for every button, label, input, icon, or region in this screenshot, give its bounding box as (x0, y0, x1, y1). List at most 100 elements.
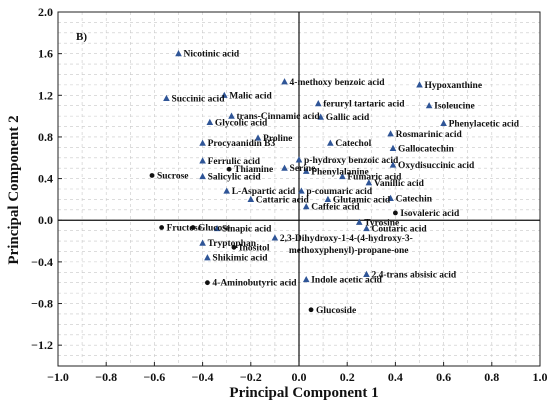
point-marker-isovaleric-acid (393, 210, 398, 216)
y-tick-label: −0.8 (31, 297, 53, 311)
point-label-oxydisuccinic-acid: Oxydisuccinic acid (398, 161, 475, 171)
point-marker-phenylalanine (302, 167, 310, 174)
point-label-serine: Serine (290, 164, 316, 174)
point-marker-ferrulic-acid (199, 157, 206, 164)
point-label-indole-acetic-acid: Indole acetic acid (311, 276, 382, 286)
point-marker-glutamic-acid (324, 195, 332, 203)
point-labels: Nicotinic acid 4-methoxy benzoic acid Hypo… (157, 50, 520, 316)
y-axis-title: Principal Component 2 (6, 115, 22, 264)
point-label-p-hydroxy-benzoic-acid: p-hydroxy benzoic acid (304, 156, 399, 166)
x-axis-ticks: −1.0 −0.8 −0.6 −0.4 −0.2 0.0 0.2 0.4 0.6 0.8 1.0 (47, 362, 548, 384)
point-marker-proline (254, 134, 262, 141)
point-marker-indole-acetic-acid (302, 275, 310, 283)
point-label-procyaanidin-b3: Procyaanidin B3 (208, 139, 276, 149)
point-marker-p-hydroxy-benzoic-acid (295, 156, 303, 163)
point-marker-gallic-acid (317, 113, 324, 120)
point-marker-feruryl-tartaric-acid (314, 100, 322, 107)
x-tick-label: 0.6 (436, 370, 451, 384)
point-marker-shikimic-acid (204, 254, 211, 261)
point-marker-nicotinic-acid (175, 50, 182, 57)
y-tick-label: 0.0 (38, 213, 53, 227)
point-label-glucose: Glucose (198, 224, 230, 234)
point-marker-caffeic-acid (302, 203, 310, 210)
point-label-caffeic-acid: Caffeic acid (311, 203, 360, 213)
point-label-shikimic-acid: Shikimic acid (212, 254, 268, 264)
y-tick-label: 0.8 (38, 130, 53, 144)
point-marker-catechol (327, 139, 334, 146)
point-label-rosmarinic-acid: Rosmarinic acid (396, 130, 463, 140)
point-label-inositol: Inositol (239, 243, 270, 253)
point-label-phenylalanine: Phenylalanine (311, 167, 369, 177)
point-marker-procyaanidin-b3 (199, 139, 206, 146)
x-tick-label: −0.2 (240, 370, 262, 384)
point-label-l-aspartic-acid: L-Aspartic acid (232, 187, 296, 197)
x-tick-label: 0.0 (292, 370, 307, 384)
point-label-nicotinic-acid: Nicotinic acid (184, 50, 240, 60)
point-label-sucrose: Sucrose (157, 171, 189, 181)
point-label-glucoside: Glucoside (316, 306, 356, 316)
point-marker-gallocatechin (389, 144, 397, 151)
point-label-hypoxanthine: Hypoxanthine (425, 81, 483, 91)
y-axis-ticks: 2.0 1.6 1.2 0.8 0.4 0.0 −0.4 −0.8 −1.2 (31, 5, 62, 352)
point-label-salicylic-acid: Salicylic acid (208, 173, 262, 183)
point-label-catechol: Catechol (335, 139, 371, 149)
point-marker-catechin (387, 194, 394, 201)
point-marker-inositol (231, 244, 237, 250)
point-marker-fructose (159, 225, 165, 230)
point-marker-glucose (190, 225, 196, 230)
point-label-gallocatechin: Gallocatechin (398, 144, 455, 154)
point-marker-rosmarinic-acid (387, 130, 394, 137)
point-marker-cattaric-acid (247, 195, 255, 203)
y-tick-label: −1.2 (31, 338, 53, 352)
point-marker-vanillic-acid (365, 179, 373, 186)
point-label-sinapic-acid: Sinapic acid (222, 225, 272, 235)
x-tick-label: 0.8 (484, 370, 499, 384)
x-tick-label: −0.8 (95, 370, 117, 384)
point-label-p-coumaric-acid: p-coumaric acid (306, 187, 372, 197)
point-label-isoleucine: Isoleucine (434, 102, 475, 112)
point-label-succinic-acid: Succinic acid (171, 94, 225, 104)
point-label-isovaleric-acid: Isovaleric acid (400, 209, 460, 219)
point-label-proline: Proline (263, 134, 292, 144)
point-label-tyrosine: Tyrosine (364, 218, 399, 228)
x-tick-label: −1.0 (47, 370, 69, 384)
y-tick-label: −0.4 (31, 255, 53, 269)
point-label-vanillic-acid: Vanillic acid (374, 179, 425, 189)
y-tick-label: 1.2 (38, 88, 53, 102)
point-marker-tyrosine (355, 218, 363, 225)
point-marker-salicylic-acid (199, 172, 206, 180)
point-label-coutaric-acid: Coutaric acid (371, 225, 427, 235)
point-marker-oxydisuccinic-acid (389, 161, 397, 168)
point-marker-thiamine (226, 166, 232, 172)
point-marker-coutaric-acid (363, 224, 370, 232)
point-label-tryptophan: Tryptophan (208, 239, 257, 249)
point-label-phenylacetic-acid: Phenylacetic acid (449, 119, 520, 129)
point-marker-2-4-trans-absisic-acid (363, 270, 370, 277)
x-tick-label: 0.2 (340, 370, 355, 384)
point-label-catechin: Catechin (396, 194, 433, 204)
point-marker-glycolic-acid (206, 118, 214, 125)
y-tick-label: 2.0 (38, 5, 53, 19)
point-marker-p-coumaric-acid (298, 187, 305, 194)
point-marker-sucrose (149, 173, 155, 178)
point-label-ferrulic-acid: Ferrulic acid (208, 157, 261, 167)
point-label-feruryl-tartaric-acid: feruryl tartaric acid (323, 100, 405, 110)
point-label-line-1: 2,3-Dihydroxy-1-4-(4-hydroxy-3- (280, 233, 413, 244)
y-tick-label: 0.4 (38, 172, 53, 186)
point-marker-malic-acid (220, 91, 228, 98)
point-marker-4-methoxy-benzoic-acid (281, 78, 288, 85)
point-marker-phenylacetic-acid (440, 119, 447, 127)
point-marker-sinapic-acid (213, 224, 221, 232)
point-label-trans-cinnamic-acid: trans-Cinnamic acid (237, 112, 321, 122)
x-tick-label: 1.0 (533, 370, 548, 384)
point-label-fumaric-acid: Fumaric acid (347, 173, 402, 183)
point-label-thiamine: Thiamine (234, 165, 273, 175)
point-marker-trans-cinnamic-acid (228, 112, 235, 119)
point-label-cattaric-acid: Cattaric acid (256, 195, 310, 205)
point-label-4-methoxy-benzoic-acid: 4-methoxy benzoic acid (290, 78, 386, 88)
point-label-2-4-trans-absisic-acid: 2,4-trans absisic acid (371, 270, 456, 280)
point-marker-l-aspartic-acid (223, 187, 230, 194)
x-tick-label: 0.4 (388, 370, 403, 384)
point-marker-4-aminobutyric-acid (205, 280, 210, 286)
